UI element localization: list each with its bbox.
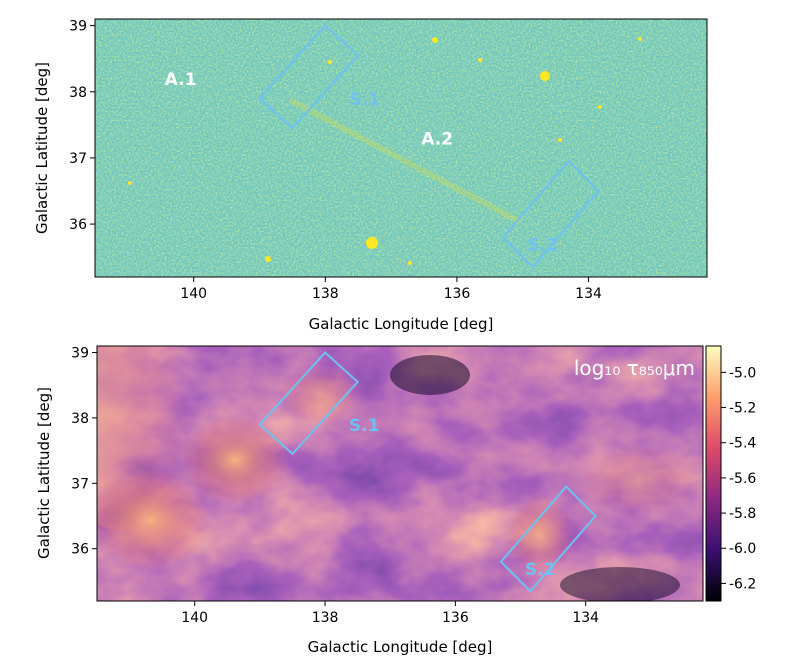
colorbar-tick-label: -5.6 bbox=[729, 471, 756, 487]
bottom-y-ticks: 36 37 38 39 bbox=[71, 346, 97, 558]
x-tick-label: 134 bbox=[572, 610, 599, 626]
colorbar-tick-label: -5.0 bbox=[729, 365, 756, 381]
top-field-labels: A.1 A.2 bbox=[165, 70, 453, 150]
top-map bbox=[95, 19, 707, 277]
x-tick-label: 140 bbox=[181, 610, 208, 626]
x-tick-label: 138 bbox=[312, 286, 339, 302]
colorbar-tick-label: -6.0 bbox=[729, 541, 756, 557]
colorbar-tick-label: -5.4 bbox=[729, 436, 756, 452]
y-tick-label: 38 bbox=[71, 411, 89, 427]
colorbar-tick-label: -5.2 bbox=[729, 401, 756, 417]
y-tick-label: 36 bbox=[69, 217, 87, 233]
top-x-axis-label: Galactic Longitude [deg] bbox=[309, 315, 494, 333]
colorbar-tick-label: -5.8 bbox=[729, 506, 756, 522]
region-label: S.2 bbox=[527, 236, 558, 256]
bottom-panel: S.1S.2 log₁₀ τ₈₅₀μm 140 138 136 134 3637383… bbox=[35, 345, 756, 656]
top-y-ticks: 36 37 38 39 bbox=[69, 19, 95, 233]
x-tick-label: 140 bbox=[180, 286, 207, 302]
colorbar-tick-label: -6.2 bbox=[729, 576, 756, 592]
y-tick-label: 36 bbox=[71, 542, 89, 558]
top-regions: S.1 S.2 bbox=[258, 24, 600, 269]
x-tick-label: 136 bbox=[442, 610, 469, 626]
top-panel: S.1 S.2 A.1 A.2 140 138 136 134 36 37 38 39 Gala… bbox=[33, 18, 708, 333]
top-y-axis-label: Galactic Latitude [deg] bbox=[33, 62, 51, 234]
field-label: A.1 bbox=[165, 70, 197, 90]
bottom-regions: S.1 S.2 bbox=[258, 351, 597, 593]
top-x-ticks: 140 138 136 134 bbox=[180, 277, 602, 302]
bottom-y-axis-label: Galactic Latitude [deg] bbox=[35, 387, 53, 559]
top-frame bbox=[94, 18, 708, 278]
region-box-s1 bbox=[258, 351, 360, 456]
region-box-s1 bbox=[258, 24, 360, 130]
colorbar: -5.0 -5.2 -5.4 -5.6 -5.8 -6.0 -6.2 bbox=[705, 345, 756, 602]
y-tick-label: 37 bbox=[71, 476, 89, 492]
y-tick-label: 37 bbox=[69, 151, 87, 167]
bottom-frame bbox=[96, 345, 704, 602]
x-tick-label: 134 bbox=[575, 286, 602, 302]
x-tick-label: 138 bbox=[312, 610, 339, 626]
colorbar-ticks: -5.0 -5.2 -5.4 -5.6 -5.8 -6.0 -6.2 bbox=[721, 365, 756, 592]
region-label: S.1 bbox=[350, 90, 381, 110]
y-tick-label: 39 bbox=[71, 346, 89, 362]
region-box-s2 bbox=[501, 159, 600, 269]
region-label: S.1 bbox=[349, 416, 380, 436]
x-tick-label: 136 bbox=[444, 286, 471, 302]
bottom-map bbox=[97, 346, 703, 601]
y-tick-label: 38 bbox=[69, 85, 87, 101]
region-box-s2 bbox=[499, 485, 597, 593]
tau-annotation: log₁₀ τ₈₅₀μm bbox=[574, 356, 695, 380]
bottom-x-axis-label: Galactic Longitude [deg] bbox=[308, 638, 493, 656]
y-tick-label: 39 bbox=[69, 19, 87, 35]
field-label: A.2 bbox=[421, 130, 453, 150]
region-label: S.2 bbox=[525, 560, 556, 580]
colorbar-gradient bbox=[705, 345, 722, 602]
bottom-x-ticks: 140 138 136 134 bbox=[181, 601, 599, 626]
